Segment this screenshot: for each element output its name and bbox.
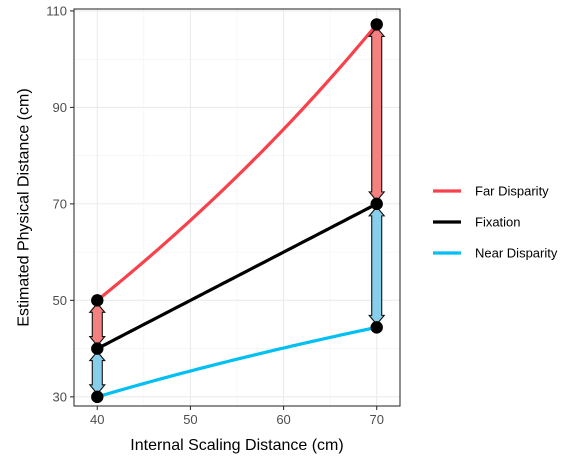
y-tick-label: 30 xyxy=(53,389,67,404)
x-axis: 40 50 60 70 xyxy=(90,406,384,427)
legend-label-2: Near Disparity xyxy=(475,246,558,261)
y-axis: 30 50 70 90 110 xyxy=(46,3,74,404)
y-tick-label: 50 xyxy=(53,293,67,308)
series-lines xyxy=(96,23,378,399)
legend-label-1: Fixation xyxy=(475,215,521,230)
legend: Far Disparity Fixation Near Disparity xyxy=(433,184,558,261)
y-tick-label: 70 xyxy=(53,196,67,211)
data-point-3 xyxy=(370,18,383,31)
series-line-1 xyxy=(96,202,378,351)
x-axis-title: Internal Scaling Distance (cm) xyxy=(130,437,343,454)
difference-arrow-2 xyxy=(368,26,386,202)
x-tick-label: 50 xyxy=(183,412,197,427)
data-point-5 xyxy=(370,321,383,334)
difference-arrow-0 xyxy=(88,302,106,347)
difference-arrows xyxy=(88,26,386,395)
data-point-1 xyxy=(91,342,104,355)
data-point-4 xyxy=(370,197,383,211)
x-tick-label: 40 xyxy=(90,412,104,427)
difference-arrow-1 xyxy=(88,350,106,395)
panel-frame xyxy=(73,8,401,407)
series-line-2 xyxy=(96,325,378,399)
y-tick-label: 110 xyxy=(46,3,67,18)
data-point-0 xyxy=(91,294,104,307)
difference-arrow-3 xyxy=(368,206,386,326)
series-line-0 xyxy=(96,23,378,302)
x-tick-label: 60 xyxy=(276,412,290,427)
legend-label-0: Far Disparity xyxy=(475,184,549,199)
grid xyxy=(74,9,400,406)
data-points xyxy=(91,18,383,404)
data-point-2 xyxy=(91,390,104,404)
x-tick-label: 70 xyxy=(369,412,383,427)
y-tick-label: 90 xyxy=(53,100,67,115)
panel-border xyxy=(73,8,401,407)
y-axis-title: Estimated Physical Distance (cm) xyxy=(16,88,33,326)
